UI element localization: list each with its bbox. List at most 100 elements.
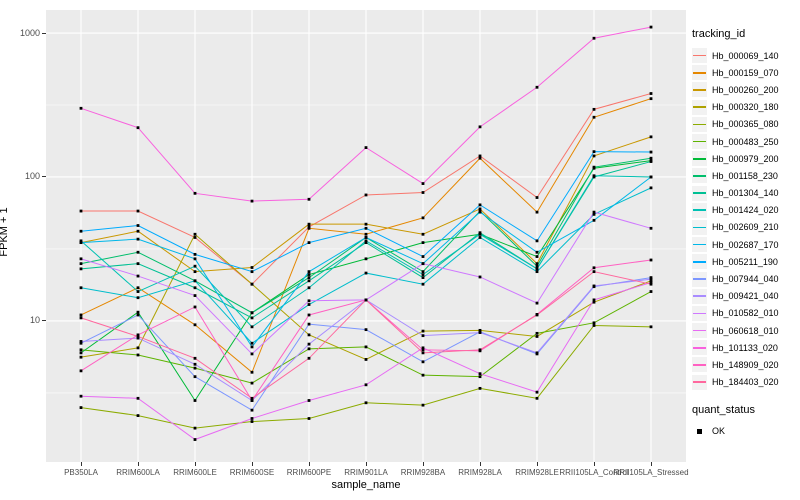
data-point — [535, 396, 539, 400]
legend-title-tracking-id: tracking_id — [692, 28, 746, 40]
data-point — [478, 375, 482, 379]
x-tick-mark — [536, 462, 538, 466]
data-point — [193, 399, 197, 402]
data-point — [649, 279, 653, 283]
data-point — [193, 375, 197, 379]
data-point — [364, 271, 368, 275]
data-point — [364, 239, 368, 243]
data-point — [307, 279, 311, 283]
x-tick-label: RRII105LA_Control — [559, 468, 629, 477]
data-point — [79, 267, 83, 271]
data-point — [307, 225, 311, 229]
data-point — [307, 299, 311, 303]
data-point — [250, 270, 254, 274]
data-point — [136, 296, 140, 300]
legend-entry: Hb_001424_020 — [692, 202, 800, 219]
data-point — [136, 353, 140, 357]
data-point — [478, 348, 482, 352]
data-point — [649, 276, 653, 279]
data-point — [79, 241, 83, 245]
data-point — [79, 316, 83, 320]
data-point — [421, 351, 425, 355]
data-point — [535, 255, 539, 258]
data-point — [250, 345, 254, 349]
data-point — [649, 175, 653, 179]
data-point — [136, 286, 140, 290]
data-point — [478, 231, 482, 235]
data-point — [592, 36, 596, 40]
data-point — [478, 207, 482, 211]
data-point — [421, 191, 425, 194]
data-point — [535, 301, 539, 305]
data-point — [79, 351, 83, 355]
x-tick-mark — [650, 462, 652, 466]
y-tick-mark — [42, 320, 46, 322]
data-point — [193, 257, 197, 261]
x-tick-label: RRII105LA_Stressed — [613, 468, 689, 477]
data-point — [307, 270, 311, 274]
data-point — [79, 286, 83, 290]
data-point — [535, 390, 539, 394]
data-point — [364, 232, 368, 236]
data-point — [535, 351, 539, 355]
data-point — [592, 174, 596, 178]
data-point — [250, 396, 254, 400]
legend-entry: Hb_010582_010 — [692, 305, 800, 322]
data-point — [535, 264, 539, 268]
legend-entry-label: Hb_000365_080 — [712, 119, 779, 130]
data-point — [364, 383, 368, 387]
data-point — [649, 135, 653, 139]
data-point — [535, 267, 539, 271]
data-point — [478, 203, 482, 207]
data-point — [421, 216, 425, 220]
data-point — [592, 165, 596, 169]
x-tick-label: RRIM600LE — [173, 468, 217, 477]
legend-entry-label: OK — [712, 426, 726, 437]
legend-key-line-icon — [692, 254, 707, 270]
legend-entry-label: Hb_060618_010 — [712, 325, 779, 336]
data-point — [364, 193, 368, 197]
data-point — [649, 282, 653, 286]
legend-key-line-icon — [692, 65, 707, 81]
legend-entry: Hb_007944_040 — [692, 270, 800, 287]
data-point — [421, 334, 425, 338]
data-point — [478, 372, 482, 376]
data-point — [421, 270, 425, 274]
data-point — [136, 209, 140, 213]
data-point — [535, 239, 539, 243]
data-point — [79, 369, 83, 373]
y-tick-label: 10 — [29, 315, 40, 326]
data-point — [649, 156, 653, 160]
data-point — [79, 209, 83, 213]
data-point — [535, 331, 539, 335]
legend-entry: Hb_000320_180 — [692, 99, 800, 116]
data-point — [307, 313, 311, 317]
data-point — [250, 311, 254, 315]
x-tick-label: RRIM928LE — [515, 468, 559, 477]
legend-entry-label: Hb_000260_200 — [712, 84, 779, 95]
legend-entry-label: Hb_000483_250 — [712, 136, 779, 147]
data-point — [649, 277, 653, 281]
data-point — [307, 226, 311, 230]
data-point — [79, 257, 83, 261]
legend-entry: Hb_000365_080 — [692, 116, 800, 133]
data-point — [193, 270, 197, 274]
data-point — [79, 341, 83, 345]
legend-entry-label: Hb_000069_140 — [712, 50, 779, 61]
data-point — [307, 286, 311, 290]
data-point — [307, 347, 311, 351]
data-point — [364, 222, 368, 226]
data-point — [307, 356, 311, 360]
y-tick-mark — [42, 32, 46, 34]
legend-key-line-icon — [692, 305, 707, 321]
data-point — [79, 313, 83, 317]
legend-key-line-icon — [692, 323, 707, 339]
legend-key-line-icon — [692, 271, 707, 287]
data-point — [193, 232, 197, 236]
data-point — [79, 262, 83, 266]
data-point — [79, 106, 83, 110]
data-point — [592, 324, 596, 327]
data-point — [193, 286, 197, 290]
data-point — [193, 323, 197, 327]
data-point — [592, 154, 596, 158]
